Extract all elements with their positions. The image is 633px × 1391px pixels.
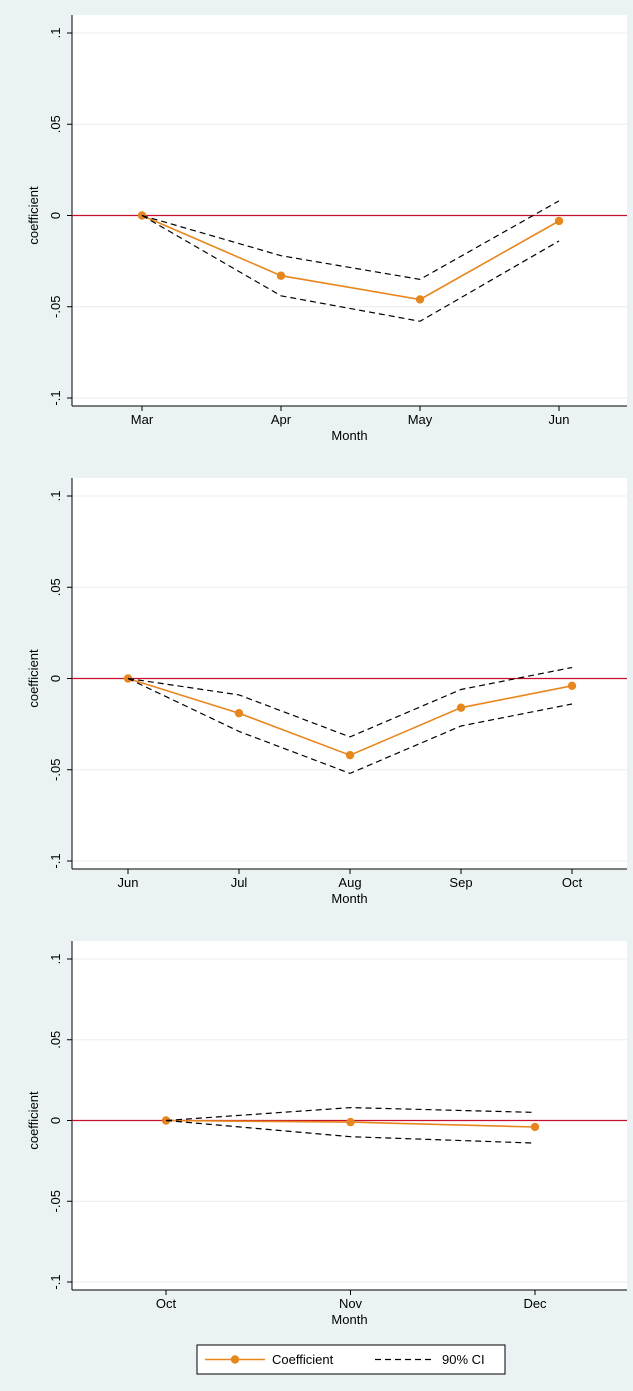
plot-area <box>72 478 627 869</box>
plot-area <box>72 15 627 406</box>
ci-lower-line <box>127 677 573 775</box>
coefficient-point <box>415 295 425 304</box>
coefficient-point <box>530 1122 540 1132</box>
ci-upper-line <box>165 1106 536 1122</box>
y-tick-label: 0 <box>48 1117 63 1124</box>
chart-panel-3: .1 .05 0 -.05 -.1 coefficient Oct Nov Dec Month <box>26 941 627 1327</box>
y-tick-label: -.05 <box>48 1190 63 1212</box>
y-axis-label: coefficient <box>26 649 41 708</box>
legend-box <box>196 1344 506 1375</box>
coefficient-point <box>234 708 244 718</box>
x-tick-label: Nov <box>339 1296 363 1311</box>
x-tick-label: Jun <box>118 875 139 890</box>
ci-upper-line <box>127 666 573 738</box>
x-tick-label: Jul <box>231 875 248 890</box>
x-axis-label: Month <box>331 1312 367 1327</box>
chart-panel-1: .1 .05 0 -.05 -.1 coefficient Mar Apr May Jun Mont… <box>26 15 627 443</box>
x-axis-label: Month <box>331 891 367 906</box>
y-tick-label: -.05 <box>48 296 63 318</box>
y-tick-label: .05 <box>48 115 63 133</box>
legend-label-coefficient: Coefficient <box>272 1352 334 1367</box>
ci-upper-line <box>141 200 560 281</box>
y-tick-label: -.1 <box>48 1274 63 1289</box>
legend: Coefficient 90% CI <box>196 1344 506 1375</box>
chart-panel-2: .1 .05 0 -.05 -.1 coefficient Jun Jul Aug Sep Oct M… <box>26 478 627 906</box>
y-tick-label: 0 <box>48 212 63 219</box>
coefficient-point <box>567 681 577 690</box>
coefficient-point <box>456 703 466 712</box>
x-tick-label: Apr <box>271 412 292 427</box>
x-tick-label: Aug <box>338 875 361 890</box>
x-tick-label: Oct <box>562 875 583 890</box>
y-tick-label: .1 <box>48 954 63 965</box>
ci-lower-line <box>141 214 560 322</box>
y-tick-label: -.05 <box>48 759 63 781</box>
x-tick-label: Mar <box>131 412 154 427</box>
x-tick-label: Dec <box>523 1296 547 1311</box>
y-tick-label: .1 <box>48 28 63 39</box>
plot-area <box>72 941 627 1290</box>
y-tick-label: 0 <box>48 675 63 682</box>
legend-label-ci: 90% CI <box>442 1352 485 1367</box>
y-tick-label: -.1 <box>48 390 63 405</box>
y-tick-label: -.1 <box>48 853 63 868</box>
coefficient-line <box>141 214 560 301</box>
x-tick-label: Jun <box>549 412 570 427</box>
coefficient-point <box>554 216 564 226</box>
x-axis-label: Month <box>331 428 367 443</box>
x-tick-label: Sep <box>449 875 472 890</box>
coefficient-point <box>346 1117 355 1127</box>
y-axis-label: coefficient <box>26 186 41 245</box>
coefficient-point <box>276 271 286 280</box>
legend-coefficient-marker <box>230 1355 240 1364</box>
coefficient-point <box>345 750 355 760</box>
x-tick-label: May <box>408 412 433 427</box>
y-tick-label: .05 <box>48 1031 63 1049</box>
y-tick-label: .1 <box>48 491 63 502</box>
y-tick-label: .05 <box>48 578 63 596</box>
ci-lower-line <box>165 1119 536 1144</box>
x-tick-label: Oct <box>156 1296 177 1311</box>
y-axis-label: coefficient <box>26 1091 41 1150</box>
